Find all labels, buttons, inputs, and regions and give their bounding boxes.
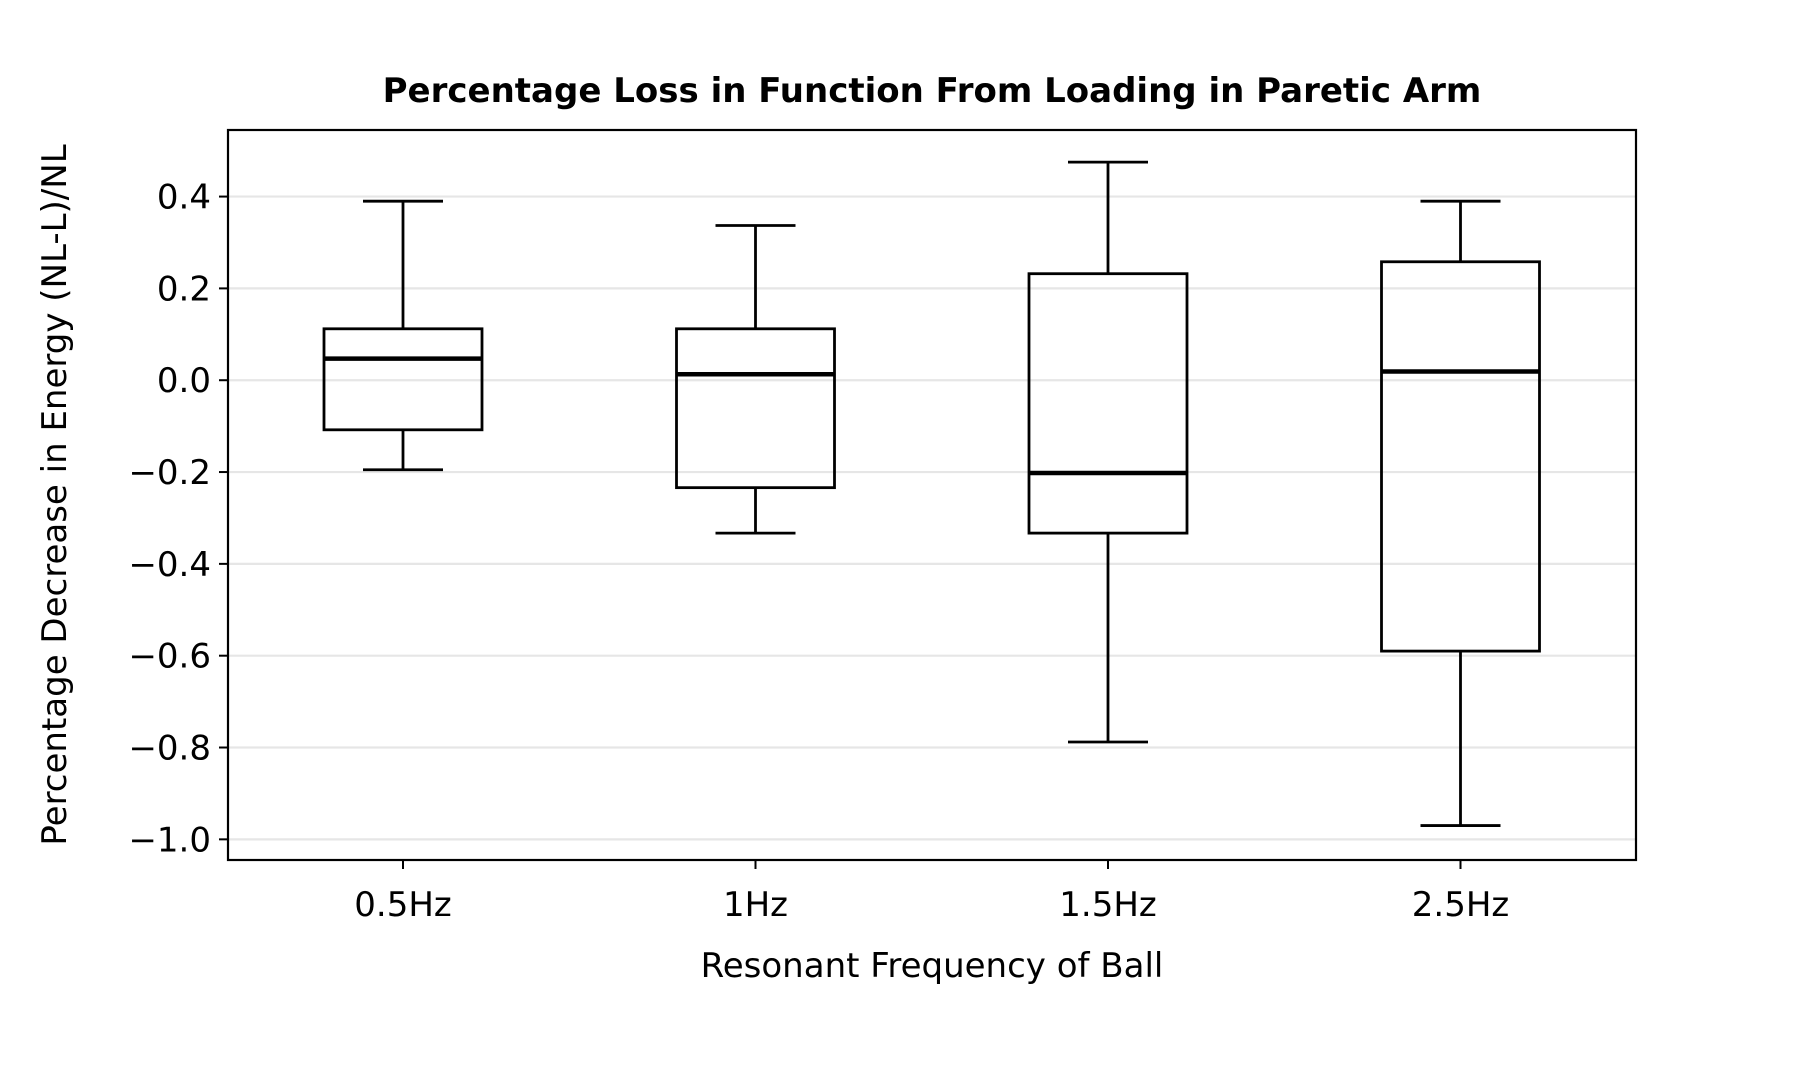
y-tick-label: −1.0 (128, 820, 211, 860)
x-tick-label: 1Hz (723, 885, 788, 925)
box-group (322, 199, 484, 472)
y-tick-label: 0.2 (157, 269, 211, 309)
ticks: 0.4 0.2 0.0 −0.2 −0.4 −0.6 −0.8 −1.0 0.5Hz 1Hz 1.5… (128, 178, 1509, 925)
y-axis-label: Percentage Decrease in Energy (NL-L)/NL (35, 144, 75, 845)
y-tick-label: −0.8 (128, 729, 211, 769)
chart-title: Percentage Loss in Function From Loading… (383, 71, 1482, 111)
iqr-box (675, 327, 836, 490)
x-tick-label: 1.5Hz (1059, 885, 1156, 925)
y-tick-label: 0.4 (157, 178, 211, 218)
y-tick-label: −0.2 (128, 453, 211, 493)
x-tick-label: 0.5Hz (354, 885, 451, 925)
y-tick-label: −0.6 (128, 637, 211, 677)
plot-frame (226, 128, 1638, 862)
y-tick-label: 0.0 (157, 361, 211, 401)
y-tick-label: −0.4 (128, 545, 211, 585)
iqr-box (1380, 260, 1541, 653)
box-group (1027, 160, 1189, 744)
box-group (1380, 199, 1541, 827)
x-axis-label: Resonant Frequency of Ball (701, 946, 1164, 986)
iqr-box (322, 327, 484, 432)
grid-lines (228, 195, 1636, 841)
boxes (322, 160, 1541, 827)
box-group (675, 224, 836, 535)
x-tick-label: 2.5Hz (1412, 885, 1509, 925)
iqr-box (1027, 272, 1189, 535)
